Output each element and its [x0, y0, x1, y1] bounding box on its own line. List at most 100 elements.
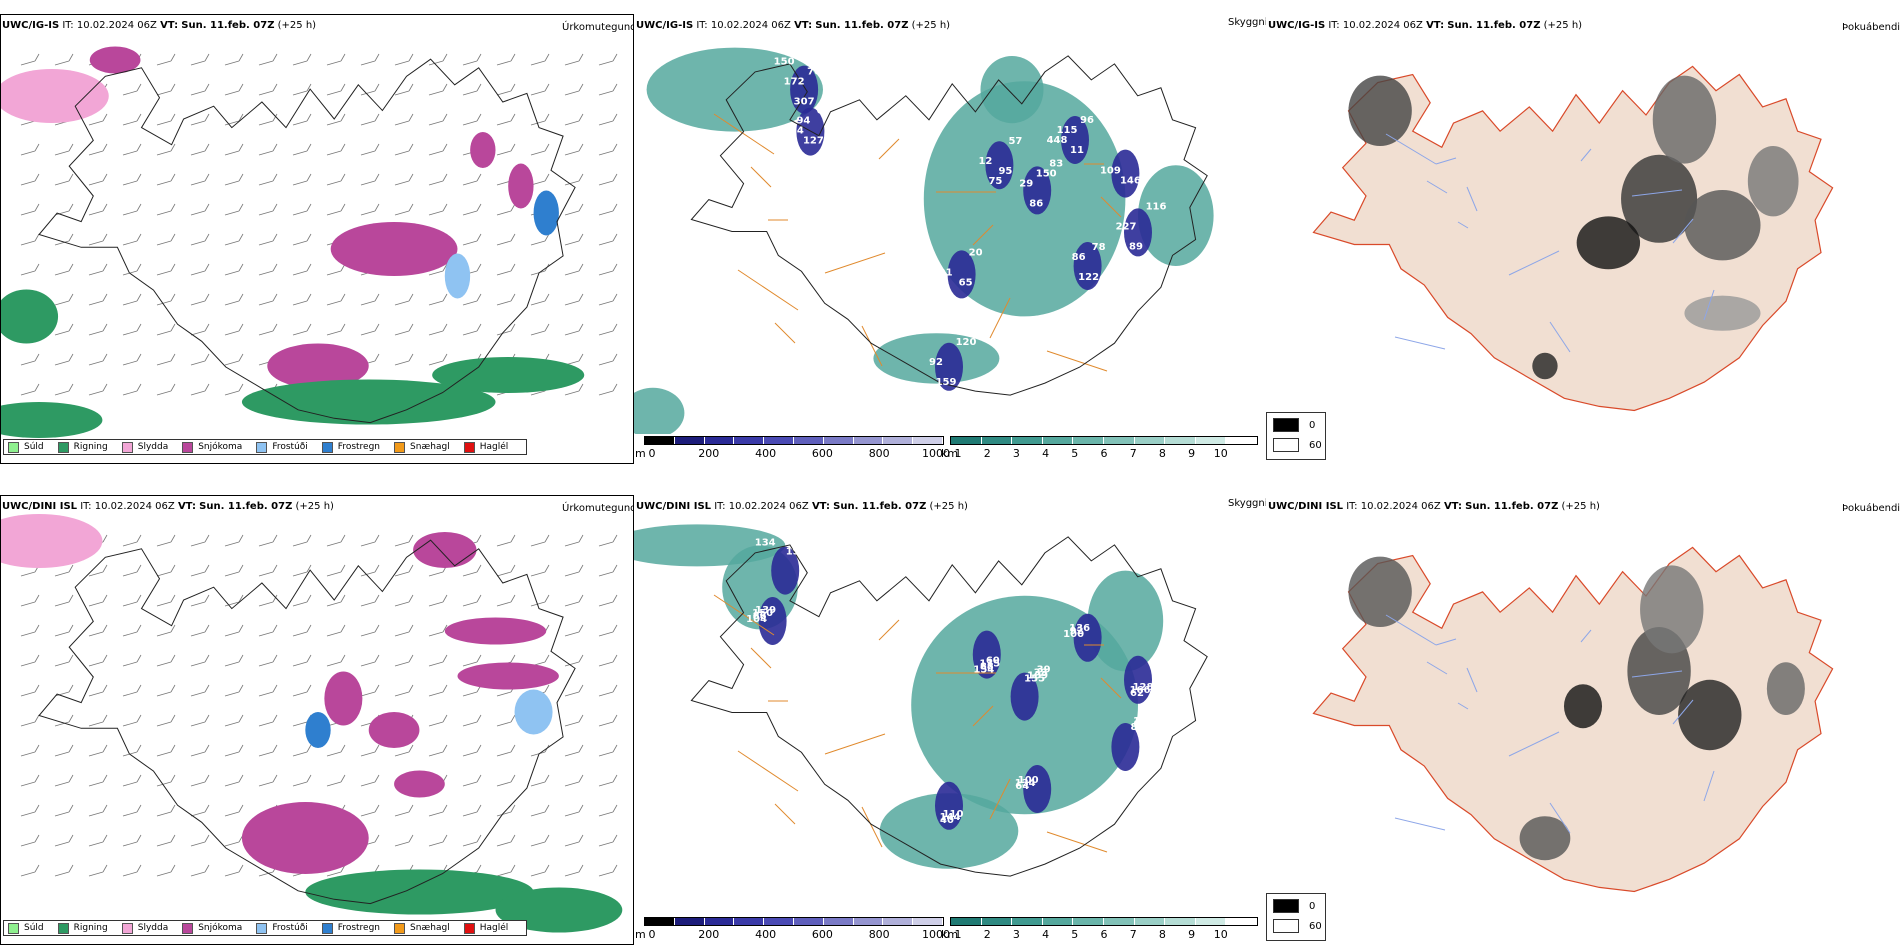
row2-header: UWC/DINI ISL IT: 10.02.2024 06Z VT: Sun.… [2, 501, 334, 512]
wind-barb [564, 233, 584, 246]
wind-barb [530, 323, 550, 336]
wind-barb [258, 143, 278, 156]
scale-swatch [981, 918, 1013, 925]
wind-barb [598, 173, 618, 186]
wind-barb [428, 83, 448, 96]
legend-swatch [182, 441, 194, 453]
wind-barb [88, 143, 108, 156]
wind-barb [190, 203, 210, 216]
wind-barb [156, 684, 176, 697]
wind-barb [190, 113, 210, 126]
visibility-value-label: 61 [792, 544, 806, 555]
visibility-value-label: 75 [988, 176, 1002, 187]
wind-barb [122, 353, 142, 366]
scale-tick-label: 800 [868, 928, 890, 941]
wind-barb [20, 744, 40, 757]
river [1394, 336, 1446, 350]
wind-barb [122, 594, 142, 607]
row1-vis-header: UWC/IG-IS IT: 10.02.2024 06Z VT: Sun. 11… [636, 20, 951, 31]
scale-swatch [883, 918, 914, 925]
road [861, 806, 883, 848]
wind-barb [292, 263, 312, 276]
wind-barb [326, 203, 346, 216]
wind-barb [122, 684, 142, 697]
legend-swatch [8, 922, 19, 934]
wind-barb [360, 594, 380, 607]
low-visibility-cell [1023, 765, 1052, 813]
fog-legend-top: 0 60 [1266, 412, 1326, 460]
legend-entry: Rigning [57, 441, 108, 453]
legend-entry: Haglél [463, 441, 508, 453]
wind-barb [428, 714, 448, 727]
legend-entry: Haglél [463, 922, 508, 934]
wind-barb [530, 293, 550, 306]
scale-unit: km [941, 928, 959, 941]
precip-area [241, 379, 496, 425]
river [1435, 157, 1457, 165]
init-time: 10.02.2024 06Z [76, 20, 157, 31]
wind-barb [564, 744, 584, 757]
wind-barb [598, 203, 618, 216]
wind-barb [156, 263, 176, 276]
wind-barb [564, 564, 584, 577]
scale-swatch [1012, 437, 1043, 444]
visibility-value-label: 88 [753, 611, 767, 622]
river [1631, 189, 1683, 197]
wind-barb [54, 864, 74, 877]
wind-barb [394, 113, 414, 126]
wind-barb [224, 173, 244, 186]
wind-barb [360, 83, 380, 96]
scale-tick-label: 200 [698, 928, 720, 941]
fog-legend-swatch [1273, 919, 1299, 933]
precip-area [432, 357, 585, 393]
river [1631, 670, 1683, 678]
wind-barb [360, 654, 380, 667]
wind-barb [20, 774, 40, 787]
wind-barb [598, 233, 618, 246]
wind-barb [122, 834, 142, 847]
scale-swatch [1165, 437, 1196, 444]
precip-area [368, 712, 420, 748]
low-visibility-cell [1061, 116, 1089, 164]
precip-area [241, 802, 369, 874]
wind-barb [190, 864, 210, 877]
wind-barb [122, 233, 142, 246]
wind-barb [190, 173, 210, 186]
visibility-area [1138, 165, 1214, 266]
wind-barb [258, 173, 278, 186]
wind-barb [224, 744, 244, 757]
low-visibility-cell [1124, 208, 1152, 257]
scale-swatch [704, 918, 735, 925]
wind-barb [156, 564, 176, 577]
fog-legend-label: 60 [1309, 439, 1322, 451]
wind-barb [428, 804, 448, 817]
road [972, 705, 994, 727]
road [878, 619, 900, 641]
legend-label: Frostregn [337, 923, 381, 933]
visibility-value-label: 40 [940, 815, 954, 826]
wind-barb [394, 564, 414, 577]
wind-barb [88, 113, 108, 126]
wind-barb [394, 684, 414, 697]
wind-barb [496, 143, 516, 156]
legend-swatch [394, 922, 406, 934]
wind-barb [530, 263, 550, 276]
visibility-value-label: 159 [936, 377, 957, 388]
wind-barb [598, 804, 618, 817]
wind-barb [54, 684, 74, 697]
wind-barb [462, 173, 482, 186]
wind-barb [496, 83, 516, 96]
wind-barb [428, 263, 448, 276]
visibility-value-label: 68 [816, 106, 830, 117]
scale-tick-label: 1 [954, 928, 962, 941]
low-visibility-cell [1010, 672, 1039, 721]
wind-barb [122, 203, 142, 216]
precip-area [267, 343, 369, 389]
wind-barb [530, 804, 550, 817]
visibility-area [646, 47, 823, 132]
fog-map-bottom [1312, 546, 1834, 893]
visibility-scale-bottom: m 0 200 400 600 800 1000 km 1 2 3 4 5 6 7 8 9 10 [634, 917, 1264, 947]
low-visibility-cell [790, 65, 819, 114]
low-visibility-cell [935, 342, 963, 391]
precip-type-title-top: Úrkomutegund [562, 22, 637, 33]
